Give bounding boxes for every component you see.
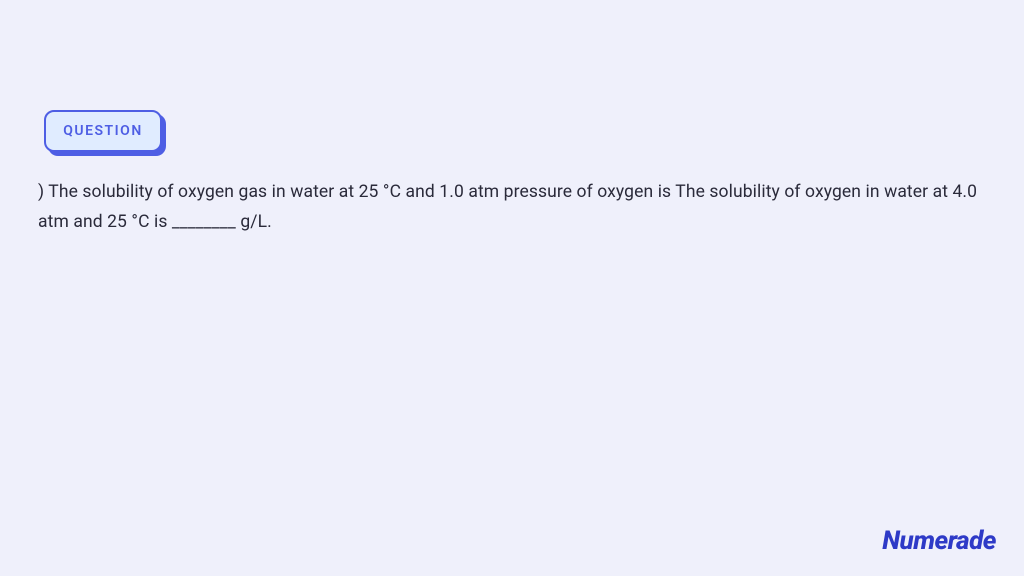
brand-logo: Numerade <box>882 526 996 556</box>
question-body: ) The solubility of oxygen gas in water … <box>38 178 986 238</box>
brand-name: Numerade <box>882 526 996 556</box>
question-badge-wrapper: QUESTION <box>44 110 162 152</box>
question-badge: QUESTION <box>44 110 162 152</box>
badge-label: QUESTION <box>63 123 142 139</box>
